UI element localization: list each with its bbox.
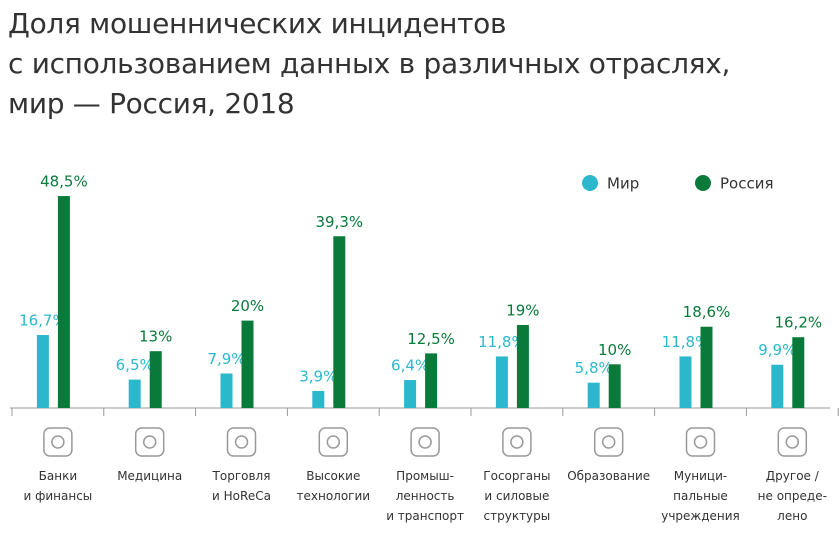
category-icon [142,435,157,449]
bar [792,337,805,408]
value-label: 10% [598,341,631,359]
bar [700,326,713,408]
legend-label: Мир [607,175,639,193]
value-label: 16,2% [774,314,822,332]
value-label: 11,8% [478,333,526,351]
bar [312,390,325,408]
bar [149,351,162,408]
bar [516,324,529,408]
value-label: 16,7% [19,312,67,330]
category-icon [601,435,616,449]
chart-title: Доля мошеннических инцидентов с использо… [8,7,731,120]
legend-label: Россия [720,175,774,193]
category-icon [326,435,341,449]
bar [587,382,600,408]
bar [57,196,70,408]
category-icon [502,427,532,457]
bar [495,356,508,408]
value-label: 19% [506,301,539,319]
bar [771,364,784,408]
bar [425,353,438,408]
x-tick-label: Промыш- ленность и транспорт [386,469,464,523]
x-tick-label: Банки и финансы [23,469,93,503]
category-icon [693,435,708,449]
x-tick-label: Торговля и HoReCa [212,469,271,503]
bar [241,320,254,408]
value-label: 6,5% [116,356,154,374]
value-label: 48,5% [40,173,88,191]
value-label: 9,9% [758,341,796,359]
x-tick-label: Высокие технологии [296,469,371,503]
category-icon [510,435,524,449]
category-icon [43,427,73,457]
category-icon [418,435,432,449]
x-tick-label: Муници- пальные учреждения [661,469,740,523]
value-label: 12,5% [407,330,455,348]
category-icon [593,427,624,457]
category-icon [51,435,65,449]
value-label: 6,4% [391,357,429,375]
x-tick-label: Другое / не опреде- лено [757,469,827,523]
bar [128,379,141,408]
value-label: 18,6% [683,303,731,321]
value-label: 3,9% [299,367,337,385]
bar [36,335,49,408]
legend-swatch [695,175,711,191]
category-icon [226,427,257,457]
category-icon [685,427,716,457]
value-label: 13% [139,328,172,346]
value-label: 11,8% [662,333,710,351]
value-label: 7,9% [207,350,245,368]
value-label: 20% [231,297,264,315]
x-tick-label: Госорганы и силовые структуры [483,469,551,523]
bar [220,373,233,408]
category-icon [785,435,800,449]
bar [608,364,621,408]
bar [679,356,692,408]
value-label: 5,8% [575,359,613,377]
category-icon [134,427,165,457]
category-icon [318,427,349,457]
category-icon [234,435,249,449]
x-tick-label: Образование [567,469,651,483]
category-icon [410,427,440,457]
category-icon [777,427,808,457]
x-tick-label: Медицина [117,469,183,483]
bar [333,236,346,408]
bar [404,380,417,408]
value-label: 39,3% [315,213,363,231]
legend-swatch [582,175,598,191]
